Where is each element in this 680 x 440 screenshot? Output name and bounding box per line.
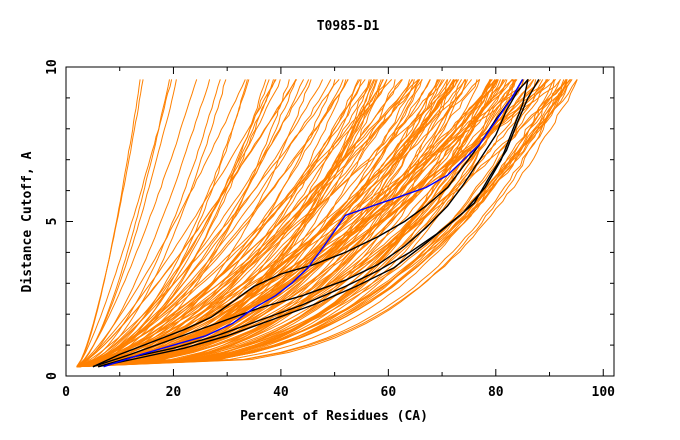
background-curve [76,79,518,368]
background-curve [76,79,480,368]
background-curve [76,79,393,368]
x-tick-label: 40 [273,385,289,400]
background-curve [76,79,467,368]
background-curve [76,79,557,368]
background-curve [76,79,508,368]
x-axis-label: Percent of Residues (CA) [240,409,428,424]
background-curve [76,79,505,368]
chart-title: T0985-D1 [317,19,380,34]
y-tick-label: 5 [45,218,60,226]
background-curve [76,79,448,368]
background-curve [76,79,454,368]
background-curves [76,78,578,368]
background-curve [76,79,568,368]
background-curve [76,79,497,368]
background-curve [76,79,419,368]
background-curve [76,79,498,368]
series-blue [103,79,524,368]
y-tick-label: 10 [45,59,60,75]
background-curve [76,79,496,368]
background-curve [76,79,567,368]
y-axis-label: Distance Cutoff, A [20,151,35,292]
background-curve [76,79,250,368]
x-tick-label: 20 [166,385,182,400]
background-curve [76,79,361,368]
background-curve [76,79,340,368]
axes: 0 20 40 60 80 100 0 5 10 [45,59,615,400]
background-curve [76,79,312,368]
background-curve [76,79,359,368]
background-curve [76,79,198,368]
background-curve [76,79,246,368]
y-tick-label: 0 [45,372,60,380]
background-curve [76,79,419,368]
background-curve [76,79,421,368]
background-curve [76,79,177,368]
background-curve [76,79,568,368]
x-tick-label: 0 [62,385,70,400]
background-curve [76,79,516,368]
background-curve [76,79,403,368]
background-curve [76,79,211,368]
background-curve [76,79,458,368]
x-tick-label: 60 [381,385,397,400]
background-curve [76,79,270,368]
background-curve [76,79,305,368]
background-curve [76,79,452,368]
series-black-4 [98,79,540,368]
background-curve [76,79,431,368]
background-curve [76,79,173,367]
background-curve [76,79,388,368]
background-curve [76,79,370,368]
x-tick-label: 100 [592,385,616,400]
background-curve [76,79,298,368]
series-black-3 [98,79,529,368]
background-curve [76,79,502,368]
background-curve [76,79,277,368]
background-curve [76,79,438,368]
background-curve [76,79,290,368]
background-curve [76,79,578,368]
background-curve [76,79,384,368]
background-curve [76,79,455,368]
background-curve [76,79,455,368]
background-curve [76,79,565,368]
background-curve [76,79,517,368]
background-curve [76,79,347,368]
background-curve [76,79,578,368]
series-black-2 [92,78,529,368]
background-curve [76,79,227,368]
highlight-curves [92,78,540,368]
background-curve [76,79,349,368]
background-curve [76,79,413,368]
background-curve [76,79,221,368]
background-curve [76,79,423,368]
background-curve [76,79,324,368]
x-tick-label: 80 [488,385,504,400]
background-curve [76,79,144,367]
